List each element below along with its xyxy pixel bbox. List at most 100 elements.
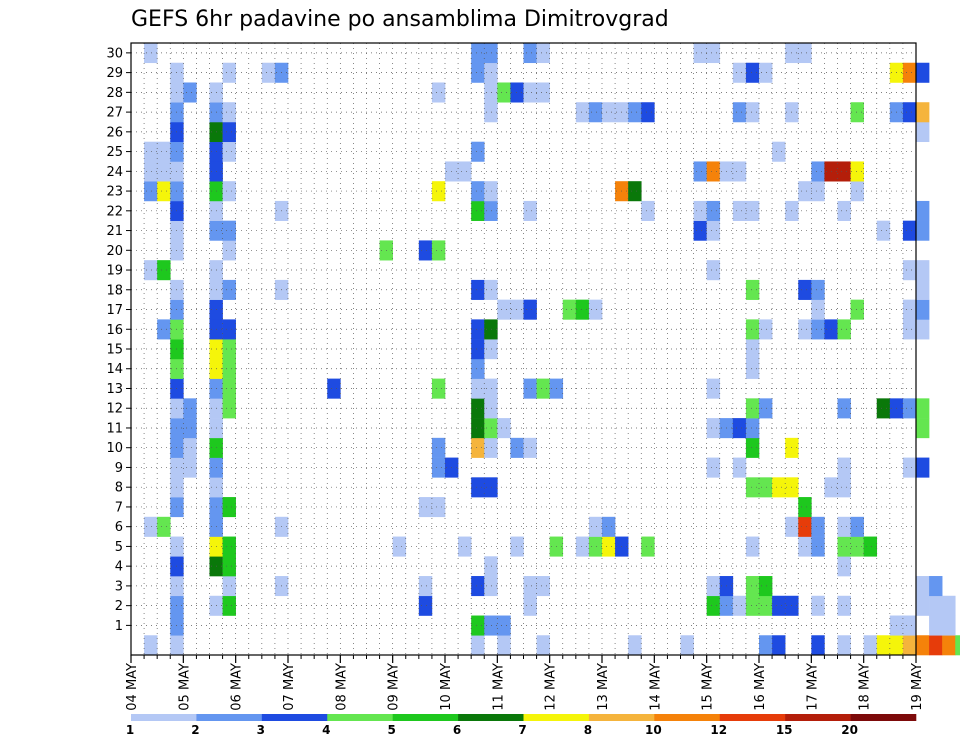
y-tick-label: 10 [106, 441, 123, 456]
heatmap-cell [431, 181, 446, 202]
heatmap-cell [706, 260, 721, 281]
heatmap-cell [916, 398, 930, 419]
heatmap-cell [929, 635, 943, 656]
heatmap-cell [798, 536, 812, 557]
heatmap-cell [732, 62, 747, 83]
y-tick-label: 29 [106, 66, 123, 81]
legend-swatch [850, 714, 917, 721]
heatmap-cell [484, 576, 498, 597]
heatmap-cell [863, 536, 878, 557]
heatmap-cell [484, 437, 498, 458]
heatmap-cell [471, 398, 485, 419]
heatmap-cell [745, 576, 760, 597]
heatmap-cell [536, 378, 550, 399]
heatmap-cell [850, 181, 864, 202]
heatmap-cell [144, 181, 158, 202]
heatmap-cell [536, 82, 550, 103]
x-tick-label: 13 MAY [596, 663, 611, 711]
heatmap-cell [628, 102, 642, 123]
heatmap-cell [523, 82, 537, 103]
heatmap-cell [745, 536, 760, 557]
heatmap-cell [837, 536, 851, 557]
y-tick-label: 5 [115, 540, 123, 555]
heatmap-cell [484, 398, 498, 419]
legend-label: 12 [710, 723, 727, 737]
heatmap-cell [144, 516, 158, 537]
y-tick-label: 21 [106, 224, 123, 239]
heatmap-cell [484, 82, 498, 103]
legend-label: 20 [841, 723, 858, 737]
heatmap-cell [772, 595, 786, 616]
heatmap-cell [902, 635, 917, 656]
heatmap-cell [745, 319, 760, 340]
legend-label: 7 [518, 723, 526, 737]
y-tick-label: 12 [106, 402, 123, 417]
heatmap-cell [575, 102, 590, 123]
heatmap-cell [222, 398, 236, 419]
heatmap-cell [523, 43, 537, 64]
heatmap-cell [916, 200, 930, 221]
heatmap-cell [732, 457, 747, 478]
heatmap-cell [144, 43, 158, 64]
heatmap-cell [745, 358, 760, 379]
heatmap-cell [510, 437, 524, 458]
heatmap-cell [484, 43, 498, 64]
heatmap-cell [222, 576, 236, 597]
heatmap-cell [497, 615, 511, 636]
heatmap-cell [693, 43, 707, 64]
y-tick-label: 15 [106, 343, 123, 358]
heatmap-cell [510, 82, 524, 103]
heatmap-cell [745, 477, 760, 498]
heatmap-cell [471, 181, 485, 202]
heatmap-cell [588, 102, 603, 123]
heatmap-cell [706, 161, 721, 182]
heatmap-cell [471, 141, 485, 162]
heatmap-cell [484, 339, 498, 360]
heatmap-cell [916, 418, 930, 439]
heatmap-cell [144, 141, 158, 162]
heatmap-cell [811, 635, 825, 656]
heatmap-cell [693, 200, 707, 221]
heatmap-cell [628, 181, 642, 202]
heatmap-cell [916, 62, 930, 83]
legend-swatch [458, 714, 524, 721]
x-axis-ticks: 04 MAY 05 MAY 06 MAY 07 MAY 08 MAY 09 MAY 10 M… [125, 655, 925, 711]
legend-swatch [654, 714, 721, 721]
heatmap-cell [222, 536, 236, 557]
heatmap-cell [471, 279, 485, 300]
x-tick-label: 11 MAY [491, 663, 506, 711]
y-tick-label: 1 [115, 619, 123, 634]
heatmap-cell [471, 43, 485, 64]
heatmap-cell [431, 240, 446, 261]
heatmap-cell [811, 279, 825, 300]
heatmap-cell [222, 358, 236, 379]
heatmap-cell [706, 200, 721, 221]
heatmap-cell [392, 536, 407, 557]
heatmap-cell [418, 497, 433, 518]
y-tick-label: 22 [106, 204, 123, 219]
heatmap-cell [745, 62, 760, 83]
heatmap-cell [523, 200, 537, 221]
heatmap-cell [523, 299, 537, 320]
heatmap-cell [772, 477, 786, 498]
heatmap-cell [497, 82, 511, 103]
heatmap-cell [837, 635, 851, 656]
heatmap-cell [850, 102, 864, 123]
heatmap-cell [484, 556, 498, 577]
heatmap-cell [759, 635, 773, 656]
heatmap-cell [929, 576, 943, 597]
heatmap-cell [523, 595, 537, 616]
heatmap-cell [471, 576, 485, 597]
heatmap-cell [902, 260, 917, 281]
heatmap-cell [588, 516, 603, 537]
heatmap-cell [837, 319, 851, 340]
heatmap-cell [811, 319, 825, 340]
legend-swatch [327, 714, 393, 721]
heatmap-cell [471, 437, 485, 458]
heatmap-cell [222, 556, 236, 577]
heatmap-cell [575, 299, 590, 320]
x-tick-label: 18 MAY [858, 663, 873, 711]
y-tick-label: 7 [115, 500, 123, 515]
heatmap-cell [484, 615, 498, 636]
heatmap-cell [745, 102, 760, 123]
